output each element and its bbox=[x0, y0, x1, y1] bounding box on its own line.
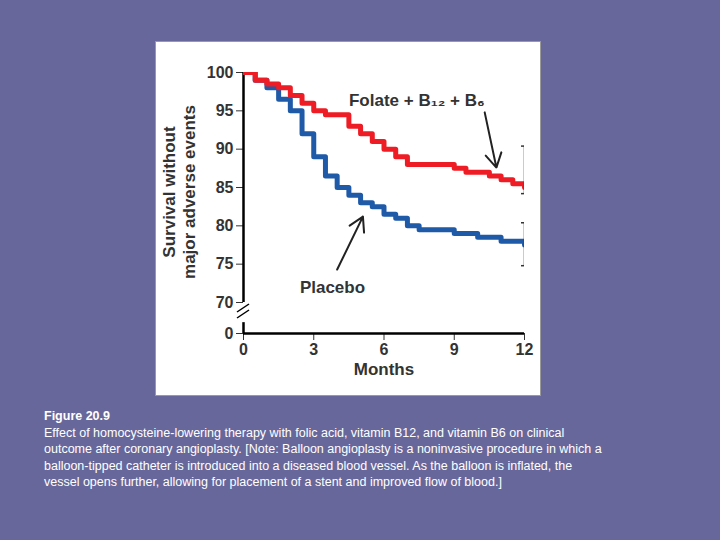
svg-text:Placebo: Placebo bbox=[300, 278, 365, 297]
svg-text:Months: Months bbox=[354, 360, 414, 379]
html-text:Survival without: Survival without bbox=[160, 126, 179, 258]
html-text:Figure 20.9: Figure 20.9 bbox=[44, 409, 110, 423]
svg-text:80: 80 bbox=[216, 217, 234, 234]
svg-text:Folate + B₁₂ + B₆: Folate + B₁₂ + B₆ bbox=[349, 91, 485, 110]
svg-text:0: 0 bbox=[239, 341, 248, 358]
svg-text:6: 6 bbox=[380, 341, 389, 358]
svg-text:90: 90 bbox=[216, 140, 234, 157]
html-text:Effect of homocysteine-lowerin: Effect of homocysteine-lowering therapy … bbox=[44, 425, 602, 489]
svg-text:3: 3 bbox=[309, 341, 318, 358]
svg-text:85: 85 bbox=[216, 179, 234, 196]
svg-text:100: 100 bbox=[207, 64, 234, 81]
svg-text:95: 95 bbox=[216, 102, 234, 119]
svg-text:75: 75 bbox=[216, 255, 234, 272]
svg-text:0: 0 bbox=[225, 325, 234, 342]
html-text:major adverse events: major adverse events bbox=[180, 105, 199, 279]
svg-text:9: 9 bbox=[450, 341, 459, 358]
svg-text:70: 70 bbox=[216, 294, 234, 311]
svg-text:12: 12 bbox=[516, 341, 534, 358]
